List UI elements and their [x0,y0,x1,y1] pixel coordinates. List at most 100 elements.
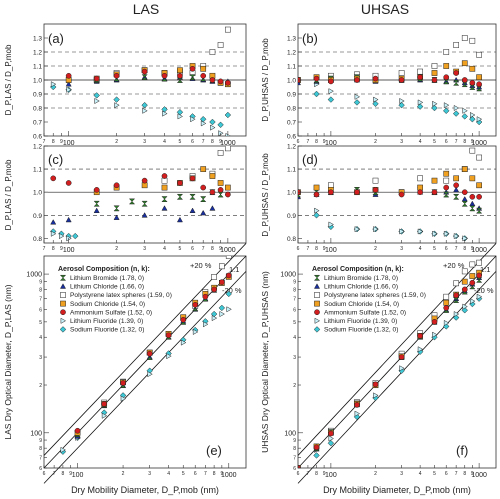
legend-entry: Lithium Bromide (1.78, 0) [70,275,144,282]
data-point [476,81,482,88]
data-point [225,79,231,86]
y-tick-label: 1.0 [33,78,42,85]
data-point [200,120,207,127]
data-point [354,401,360,408]
label-e: (e) [206,443,222,458]
data-point [416,103,424,110]
data-point [217,42,224,48]
y-tick-label: 1.1 [33,64,42,71]
legend-entry: Lithium Fluoride (1.39, 0) [70,318,143,325]
legend-title: Aerosol Composition (n, k): [58,266,150,273]
data-point [161,173,168,179]
data-point [431,189,438,196]
data-point [443,102,450,109]
data-point [461,77,468,83]
data-point [443,74,450,81]
data-point [462,235,468,242]
data-point [373,226,379,233]
data-point [461,278,468,285]
data-point [161,196,168,202]
data-point [443,319,450,326]
y-tick-label: 8 [293,446,296,452]
series-lithium-fluoride [60,306,232,453]
data-point [417,175,423,182]
data-point [314,309,320,316]
x-tick-label: 9 [471,139,474,145]
data-point [50,81,57,88]
data-point [141,200,148,207]
series-ammonium-sulfate [74,272,232,434]
data-point [217,78,224,85]
xlabel-f: Dry Mobility Diameter, D_P,mob (nm) [323,485,471,495]
y-tick-label: 5 [39,320,42,326]
x-tick-label: 7 [307,471,310,477]
x-tick-label: 7 [43,246,46,252]
y-axis-ticks: 0.8 0.9 1.0 1.1 1.2 [33,144,48,243]
x-tick-label: 100 [325,140,337,147]
x-tick-label: 2 [115,246,118,252]
series-lithium-fluoride [50,81,231,136]
data-point [461,113,468,120]
data-point [328,221,334,228]
x-tick-label: 7 [307,139,310,145]
data-point [431,104,438,112]
data-point [190,116,196,123]
data-point [443,293,450,300]
data-point [147,371,153,378]
data-point [443,305,450,311]
data-point [93,207,100,213]
data-point [60,446,67,453]
data-point [313,326,321,333]
data-point [60,309,66,316]
data-point [431,77,438,83]
data-point [398,70,405,76]
series-lithium-fluoride [314,207,468,242]
data-point [353,99,361,106]
x-tick-label: 6 [297,139,300,145]
data-point [189,207,196,213]
series-lithium-fluoride [50,230,72,242]
data-point [476,293,483,300]
x-tick-label: 8 [62,471,65,477]
y-tick-label: 1000 [26,272,42,279]
data-point [462,303,468,310]
data-point [313,75,320,82]
data-point [461,286,468,293]
y-tick-label: 6 [293,307,296,313]
label-a: (a) [48,31,64,46]
data-point [469,147,476,154]
data-point [93,187,100,193]
x-tick-label: 8 [315,471,318,477]
y-tick-label: 9 [293,438,296,444]
data-point [476,182,482,189]
y-tick-label: 0.7 [287,120,296,127]
data-point [211,286,217,293]
data-point [180,316,187,323]
y-tick-label: 1.1 [287,64,296,71]
data-point [217,150,224,156]
data-point [113,96,120,103]
data-point [453,280,459,287]
data-point [162,110,168,117]
data-point [469,79,476,86]
legend-entry: Lithium Chloride (1.66, 0) [324,284,398,291]
data-point [65,216,72,223]
y-tick-label: 0.7 [33,120,42,127]
data-point [432,230,438,237]
x-tick-label: 9 [60,246,63,252]
data-point [354,77,360,83]
data-point [469,175,476,182]
data-point [328,78,334,85]
x-tick-label: 1000 [471,140,487,147]
legend-title: Aerosol Composition (n, k): [312,266,404,273]
data-point [469,205,476,212]
data-point [189,65,196,72]
data-point [462,107,468,114]
data-point [114,102,120,109]
x-tick-label: 100 [63,247,75,254]
data-point [217,187,224,193]
data-point [469,273,476,279]
data-point [372,100,379,108]
